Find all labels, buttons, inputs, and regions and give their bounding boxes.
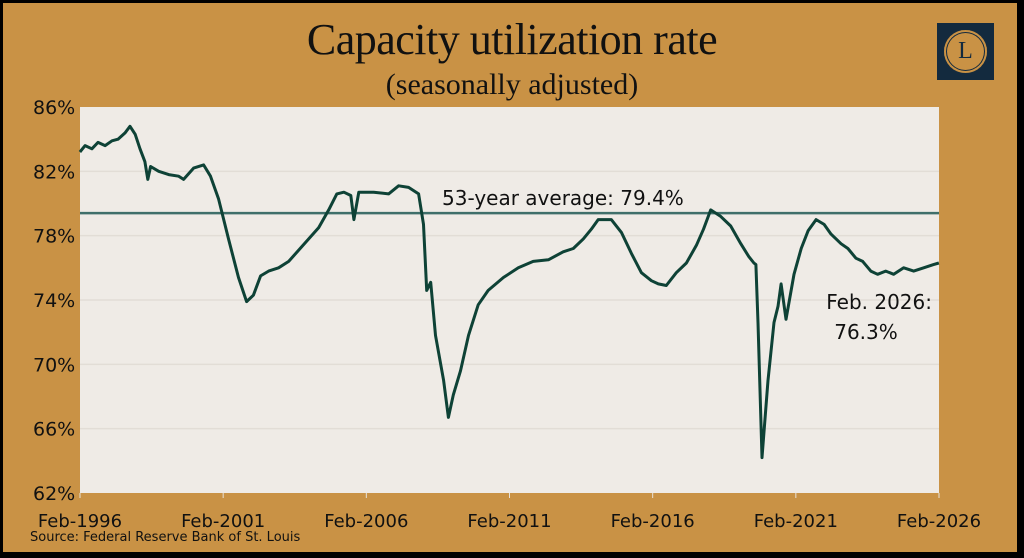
y-axis-labels: 62% 66% 70% 74% 78% 82% 86% xyxy=(33,97,75,505)
chart-subtitle: (seasonally adjusted) xyxy=(385,68,639,101)
y-tick-label: 62% xyxy=(33,483,75,505)
logo-letter-icon: L xyxy=(944,30,987,73)
y-tick-label: 78% xyxy=(33,226,75,248)
x-tick-marks xyxy=(79,493,940,498)
x-tick-label: Feb-2026 xyxy=(897,511,981,532)
x-tick-label: Feb-2011 xyxy=(467,511,551,532)
brand-logo: L xyxy=(937,23,994,80)
gridlines xyxy=(80,170,939,430)
series-line-capacity-utilization xyxy=(78,124,940,460)
x-axis-labels: Feb-1996 Feb-2001 Feb-2006 Feb-2011 Feb-2016… xyxy=(38,511,981,532)
x-tick-label: Feb-1996 xyxy=(38,511,122,532)
chart-title: Capacity utilization rate xyxy=(306,15,718,64)
x-tick-label: Feb-2001 xyxy=(181,511,265,532)
y-tick-label: 66% xyxy=(33,419,75,441)
y-tick-label: 74% xyxy=(33,290,75,312)
latest-value-annotation-date: Feb. 2026: xyxy=(826,290,932,314)
y-tick-label: 70% xyxy=(33,354,75,376)
y-tick-label: 82% xyxy=(33,161,75,183)
x-tick-label: Feb-2006 xyxy=(324,511,408,532)
x-tick-label: Feb-2021 xyxy=(754,511,838,532)
average-label: 53-year average: 79.4% xyxy=(442,186,684,210)
source-note: Source: Federal Reserve Bank of St. Loui… xyxy=(30,530,301,545)
latest-value-annotation-value: 76.3% xyxy=(834,320,898,344)
y-tick-label: 86% xyxy=(33,97,75,119)
x-tick-label: Feb-2016 xyxy=(611,511,695,532)
